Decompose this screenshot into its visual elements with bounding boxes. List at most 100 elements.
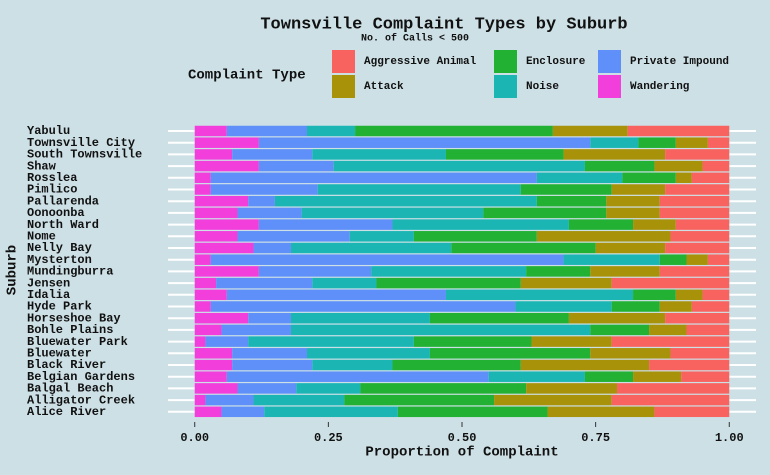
- bar-segment: [317, 184, 521, 195]
- bar-segment: [617, 383, 730, 394]
- bar-segment: [216, 277, 313, 289]
- bar-segment: [563, 254, 660, 265]
- bar-segment: [344, 394, 495, 406]
- bar-segment: [590, 324, 650, 336]
- bar-segment: [413, 336, 532, 347]
- legend-key: [332, 75, 355, 98]
- bar-segment: [274, 195, 537, 207]
- bar-segment: [611, 394, 730, 406]
- y-tick-label: Hyde Park: [27, 300, 92, 314]
- bar-segment: [392, 359, 521, 371]
- bar-segment: [707, 254, 730, 265]
- bar-segment: [194, 184, 211, 195]
- bar-segment: [371, 266, 527, 277]
- bar-segment: [226, 371, 489, 382]
- y-tick-label: Nelly Bay: [27, 241, 92, 255]
- bar-segment: [659, 266, 730, 277]
- bar-segment: [531, 336, 612, 347]
- legend-title: Complaint Type: [188, 68, 306, 84]
- bar-segment: [194, 301, 211, 312]
- bar-segment: [686, 324, 730, 336]
- bar-segment: [296, 383, 361, 394]
- bar-segment: [611, 336, 730, 347]
- bar-segment: [691, 172, 730, 184]
- y-tick-label: Townsville City: [27, 136, 135, 150]
- bar-segment: [445, 289, 634, 301]
- legend-key: [598, 50, 621, 73]
- y-tick-label: Idalia: [27, 288, 70, 302]
- bar-segment: [659, 195, 730, 207]
- y-tick-label: Jensen: [27, 276, 70, 290]
- y-axis-label: Suburb: [5, 245, 21, 295]
- bar-segment: [194, 383, 238, 394]
- bar-segment: [237, 207, 302, 219]
- x-tick-label: 0.25: [314, 431, 343, 445]
- y-tick-label: Pallarenda: [27, 194, 99, 208]
- y-tick-label: Alice River: [27, 405, 106, 419]
- bar-segment: [248, 195, 275, 207]
- bar-segment: [194, 149, 233, 160]
- bar-segment: [675, 219, 730, 230]
- y-tick-label: Alligator Creek: [27, 393, 135, 407]
- bar-segment: [654, 160, 703, 172]
- y-tick-label: Bohle Plains: [27, 323, 113, 337]
- bar-segment: [633, 289, 676, 301]
- bar-segment: [232, 149, 313, 160]
- y-tick-label: Balgal Beach: [27, 382, 113, 396]
- y-tick-label: North Ward: [27, 218, 99, 232]
- bar-segment: [611, 301, 660, 312]
- bar-segment: [681, 371, 730, 382]
- bar-segment: [413, 231, 537, 242]
- bar-segment: [659, 254, 687, 265]
- y-tick-label: Belgian Gardens: [27, 370, 135, 384]
- bar-segment: [590, 137, 639, 148]
- bar-segment: [483, 207, 607, 219]
- bar-segment: [194, 231, 238, 242]
- bar-segment: [194, 125, 227, 137]
- bar-segment: [194, 137, 259, 148]
- bar-segment: [290, 242, 452, 254]
- bar-segment: [312, 359, 393, 371]
- bar-segment: [659, 301, 692, 312]
- bar-segment: [194, 348, 233, 359]
- bar-segment: [707, 137, 730, 148]
- bar-segment: [333, 160, 585, 172]
- bar-segment: [536, 172, 623, 184]
- bar-segment: [194, 266, 259, 277]
- bar-segment: [675, 137, 708, 148]
- bar-segment: [194, 394, 206, 406]
- bar-segment: [258, 219, 393, 230]
- bar-segment: [675, 289, 703, 301]
- bar-segment: [429, 348, 591, 359]
- bar-segment: [552, 125, 628, 137]
- bar-segment: [301, 207, 484, 219]
- bar-segment: [547, 406, 655, 418]
- y-tick-label: Oonoonba: [27, 206, 85, 220]
- bar-segment: [649, 324, 687, 336]
- bar-segment: [445, 149, 564, 160]
- bar-segment: [258, 137, 591, 148]
- bar-segment: [248, 312, 291, 324]
- x-tick-label: 1.00: [715, 431, 744, 445]
- bar-segment: [194, 406, 222, 418]
- bar-segment: [248, 336, 414, 347]
- bar-segment: [526, 266, 591, 277]
- bar-segment: [590, 266, 660, 277]
- bar-segment: [515, 301, 612, 312]
- y-tick-label: Shaw: [27, 159, 57, 173]
- bar-segment: [665, 149, 730, 160]
- bar-segment: [194, 277, 217, 289]
- bar-segment: [590, 348, 671, 359]
- bar-segment: [253, 242, 291, 254]
- bar-segment: [702, 289, 730, 301]
- bar-segment: [232, 359, 313, 371]
- bar-segment: [349, 231, 414, 242]
- bar-segment: [451, 242, 596, 254]
- bar-segment: [194, 219, 259, 230]
- y-tick-label: Black River: [27, 358, 106, 372]
- bar-segment: [194, 207, 238, 219]
- bar-segment: [264, 406, 398, 418]
- bar-segment: [355, 125, 553, 137]
- bar-segment: [595, 242, 666, 254]
- x-tick-label: 0.00: [180, 431, 209, 445]
